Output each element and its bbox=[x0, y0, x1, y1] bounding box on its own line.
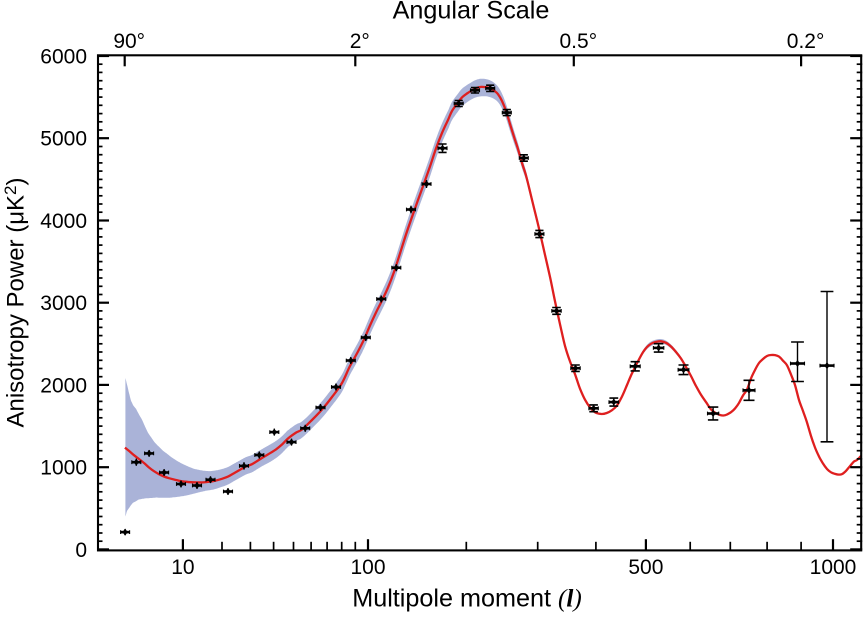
svg-text:10: 10 bbox=[171, 556, 194, 579]
svg-text:Anisotropy Power (μK2): Anisotropy Power (μK2) bbox=[1, 177, 30, 427]
svg-text:100: 100 bbox=[350, 556, 385, 579]
svg-text:Multipole moment (l): Multipole moment (l) bbox=[352, 585, 582, 613]
svg-text:0: 0 bbox=[75, 539, 87, 562]
svg-text:3000: 3000 bbox=[40, 292, 87, 315]
svg-text:0.2°: 0.2° bbox=[787, 30, 825, 53]
svg-text:90°: 90° bbox=[113, 30, 145, 53]
svg-text:2000: 2000 bbox=[40, 374, 87, 397]
svg-text:6000: 6000 bbox=[40, 45, 87, 68]
svg-text:2°: 2° bbox=[350, 30, 370, 53]
svg-text:5000: 5000 bbox=[40, 128, 87, 151]
svg-text:Angular Scale: Angular Scale bbox=[393, 0, 550, 24]
svg-text:4000: 4000 bbox=[40, 210, 87, 233]
svg-text:1000: 1000 bbox=[40, 457, 87, 480]
svg-text:0.5°: 0.5° bbox=[560, 30, 598, 53]
svg-text:1000: 1000 bbox=[810, 556, 857, 579]
svg-text:500: 500 bbox=[628, 556, 663, 579]
